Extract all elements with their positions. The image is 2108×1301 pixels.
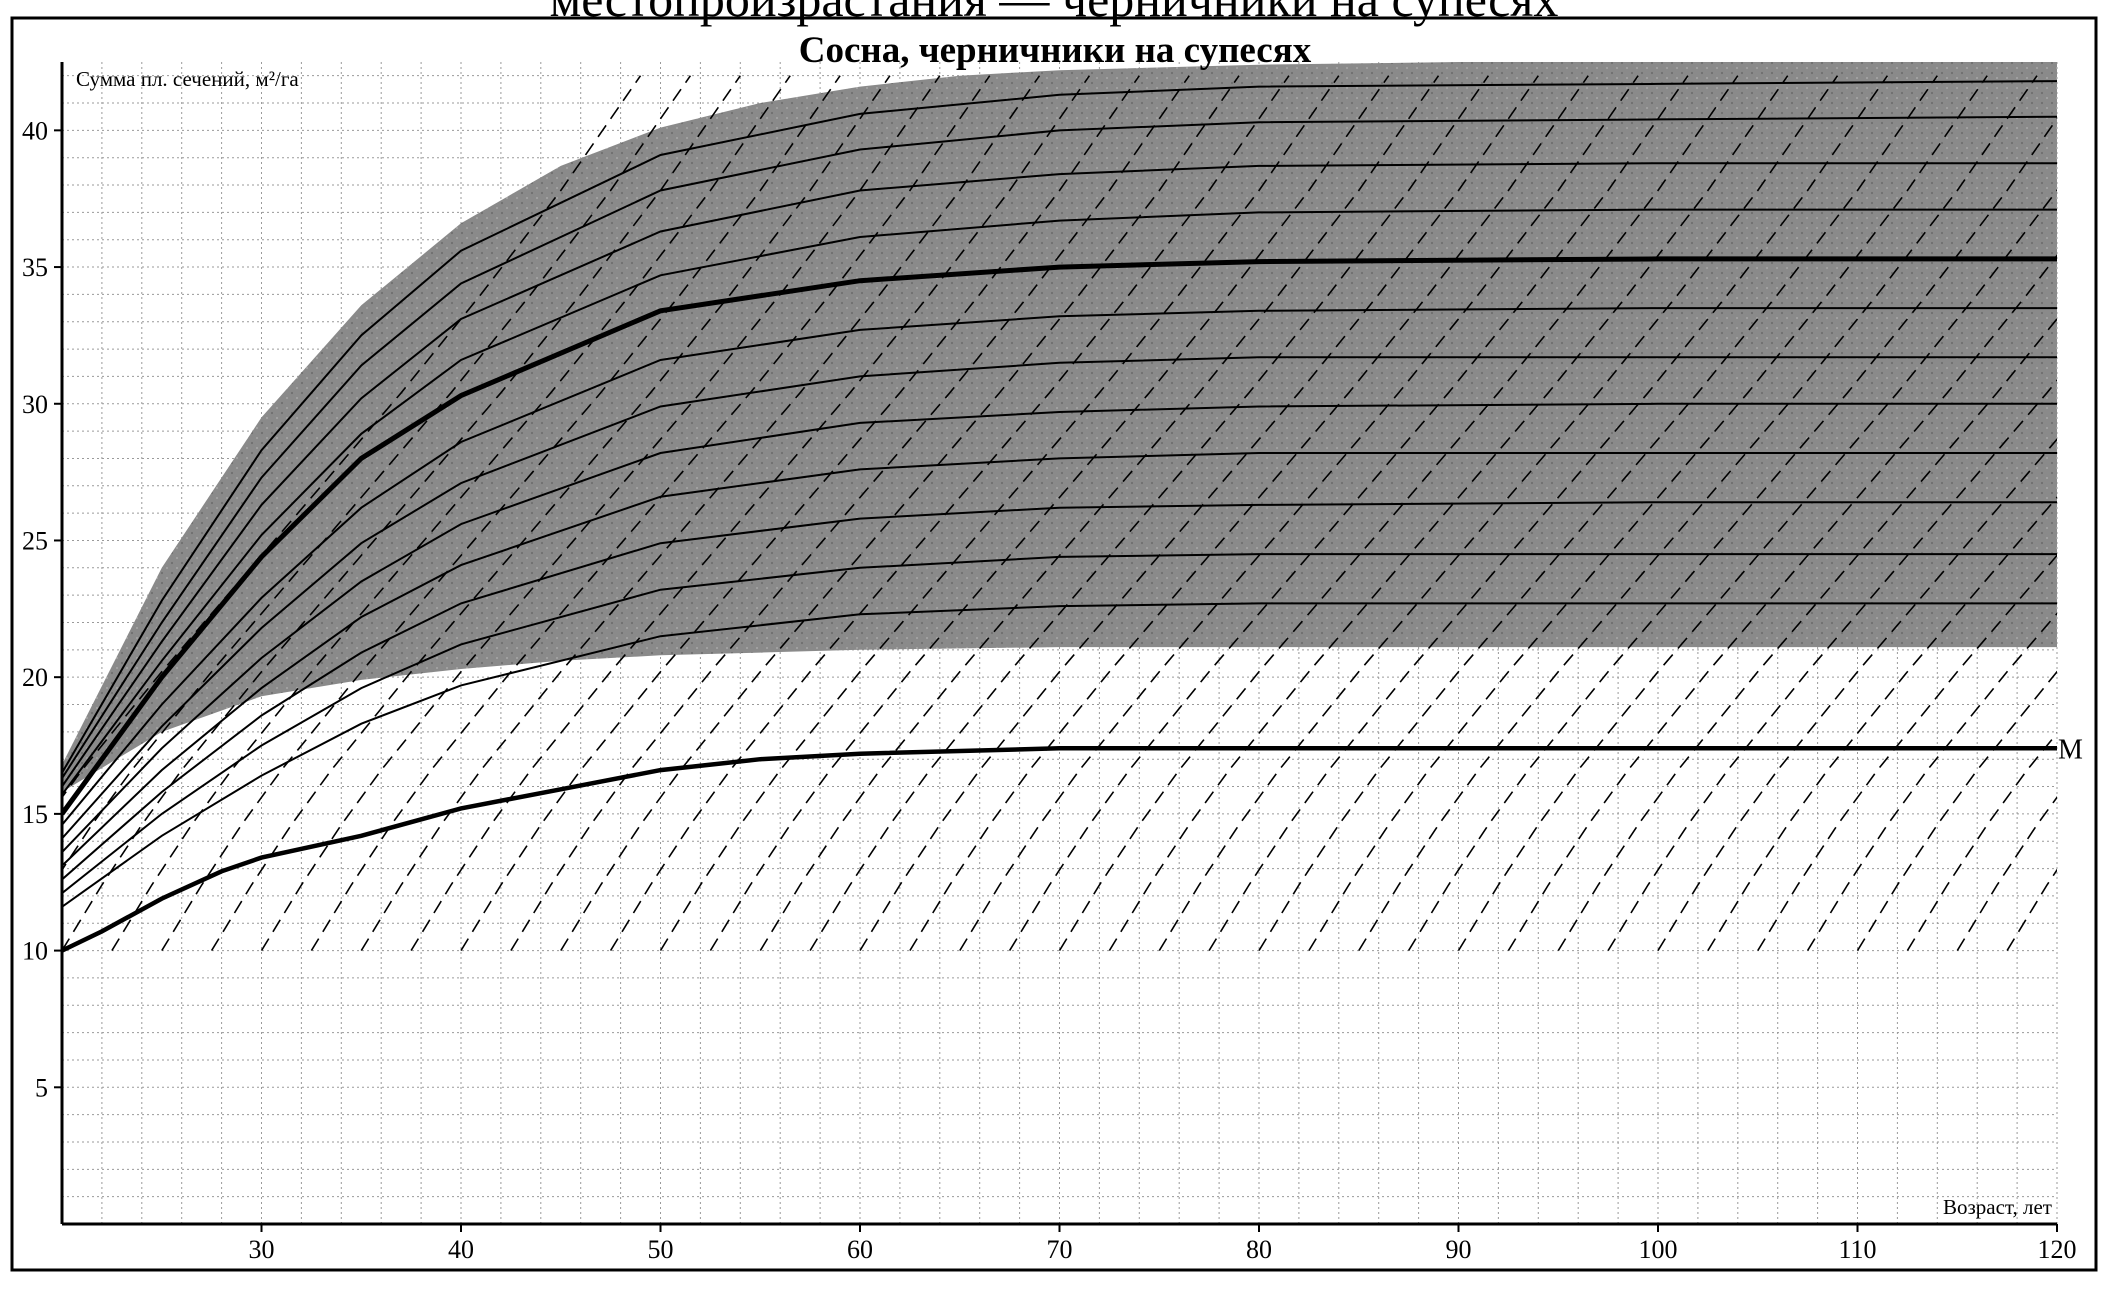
minimum-line-label: М (2058, 734, 2083, 765)
x-tick-label: 30 (249, 1235, 275, 1264)
y-tick-label: 15 (22, 800, 48, 829)
y-tick-label: 30 (22, 390, 48, 419)
x-tick-label: 90 (1446, 1235, 1472, 1264)
chart-title: Сосна, черничники на супесях (799, 30, 1312, 71)
x-tick-label: 40 (448, 1235, 474, 1264)
x-tick-label: 60 (847, 1235, 873, 1264)
y-tick-label: 20 (22, 663, 48, 692)
cut-heading: местопроизрастания — черничники на супес… (0, 0, 2108, 28)
x-tick-label: 100 (1639, 1235, 1678, 1264)
x-axis-label: Возраст, лет (1943, 1195, 2052, 1219)
y-tick-label: 35 (22, 253, 48, 282)
y-tick-label: 40 (22, 116, 48, 145)
x-tick-label: 80 (1246, 1235, 1272, 1264)
x-tick-label: 110 (1838, 1235, 1876, 1264)
x-tick-label: 120 (2038, 1235, 2077, 1264)
y-axis-label: Сумма пл. сечений, м²/га (76, 67, 299, 91)
y-tick-label: 10 (22, 937, 48, 966)
x-tick-label: 70 (1047, 1235, 1073, 1264)
x-tick-label: 50 (648, 1235, 674, 1264)
y-tick-label: 25 (22, 526, 48, 555)
y-tick-label: 5 (35, 1073, 48, 1102)
